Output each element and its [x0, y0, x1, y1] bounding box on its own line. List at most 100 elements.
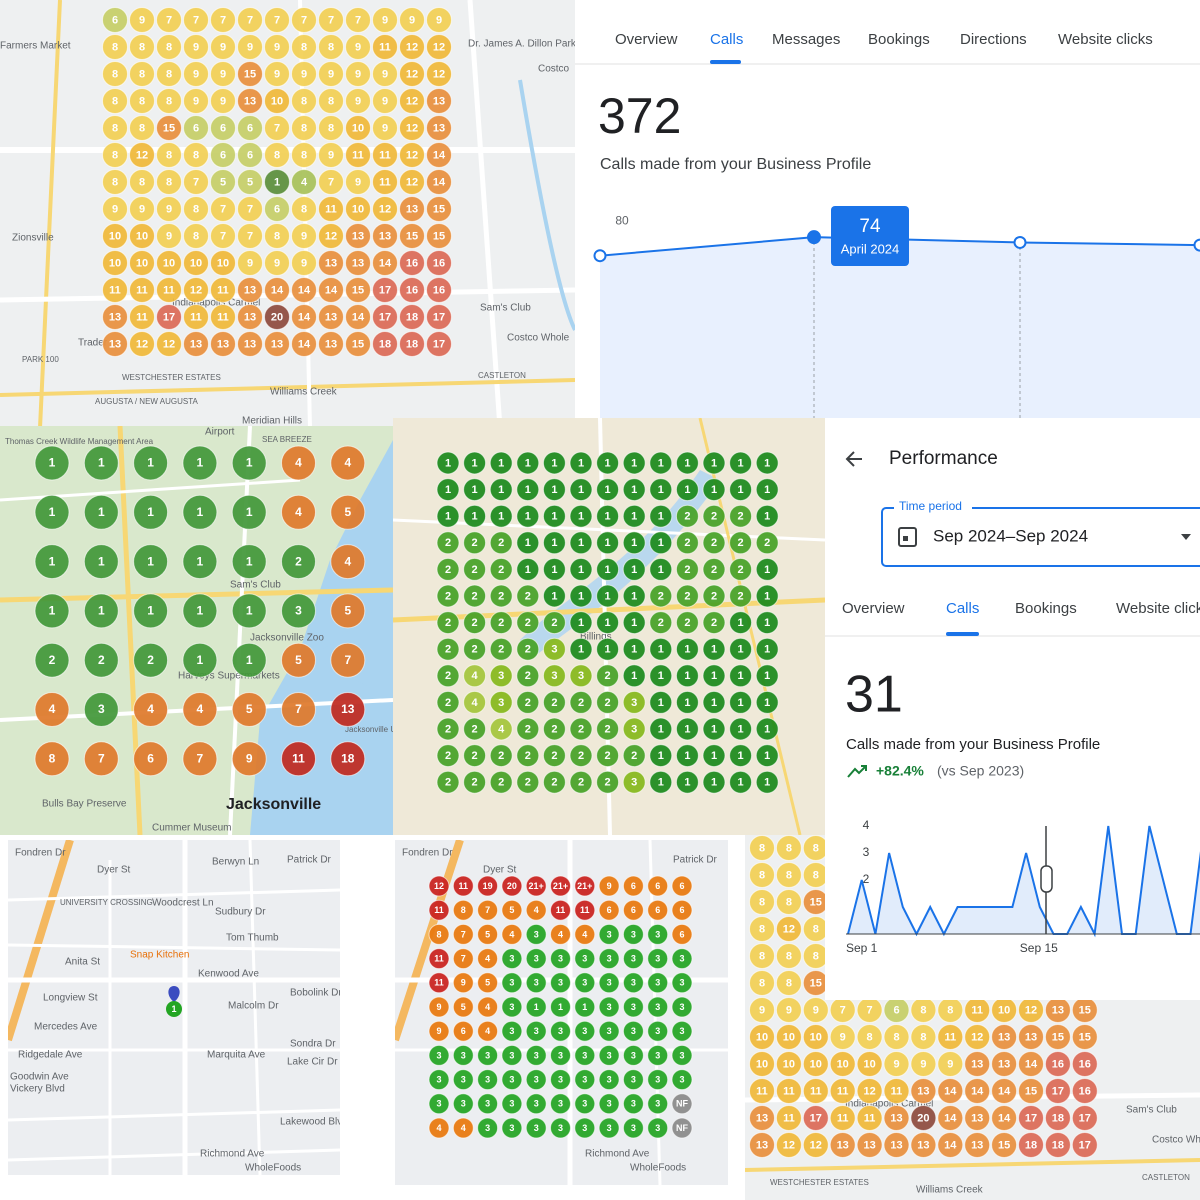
rank-label: 7	[461, 953, 466, 963]
rank-label: 2	[525, 617, 531, 629]
rank-marker	[516, 478, 540, 502]
tab[interactable]: Bookings	[868, 31, 930, 48]
rank-marker	[574, 1093, 596, 1115]
rank-label: 2	[295, 554, 302, 568]
rank-label: 1	[498, 457, 504, 469]
rank-marker	[264, 196, 290, 222]
rank-label: 1	[49, 554, 56, 568]
rank-label: 9	[786, 1004, 792, 1016]
rank-label: 1	[711, 750, 717, 762]
rank-label: 1	[684, 750, 690, 762]
rank-label: 7	[355, 14, 361, 26]
time-period-field[interactable]	[881, 507, 1200, 567]
rank-marker	[1044, 1078, 1071, 1104]
tab[interactable]: Website clicks	[1058, 31, 1153, 48]
rank-label: 1	[551, 511, 557, 523]
rank-label: 2	[684, 617, 690, 629]
rank-label: 12	[863, 1085, 875, 1097]
rank-marker	[182, 593, 218, 629]
rank-label: 1	[738, 750, 744, 762]
rank-label: 3	[485, 1050, 490, 1060]
rank-label: 3	[509, 1123, 514, 1133]
back-arrow[interactable]	[845, 451, 862, 467]
rank-label: 7	[220, 14, 226, 26]
tab[interactable]: Overview	[842, 600, 905, 617]
rank-label: 1	[246, 653, 253, 667]
map-label: Patrick Dr	[673, 855, 718, 866]
rank-marker	[102, 115, 128, 141]
tab[interactable]: Messages	[772, 31, 840, 48]
tab[interactable]: Calls	[710, 31, 743, 48]
rank-label: 3	[461, 1050, 466, 1060]
tab[interactable]: Overview	[615, 31, 678, 48]
rank-label: 15	[810, 977, 822, 989]
rank-marker	[622, 1117, 644, 1139]
rank-marker	[463, 584, 487, 608]
rank-marker	[702, 557, 726, 581]
rank-marker	[542, 531, 566, 555]
road	[0, 378, 575, 397]
rank-marker	[156, 61, 182, 87]
map-label: Billings	[580, 632, 612, 643]
rank-label: 9	[193, 68, 199, 80]
rank-marker	[550, 923, 571, 945]
rank-label: 4	[498, 723, 505, 735]
rank-marker	[133, 642, 169, 678]
tab[interactable]: Calls	[946, 600, 979, 617]
rank-label: 12	[783, 923, 795, 935]
rank-marker	[501, 899, 523, 921]
rank-marker	[182, 494, 218, 530]
rank-marker	[264, 142, 290, 168]
map-label: Bulls Bay Preserve	[42, 799, 127, 810]
rank-label: 17	[1052, 1085, 1064, 1097]
rank-marker	[569, 664, 593, 688]
rank-marker	[775, 970, 802, 996]
rank-marker	[729, 451, 753, 475]
map-billings: Billings 1 1 1 1 1 1 1 1 1 1 1 1 1 1 1 1 1 1 1 1 1 1 1 1 1 1 1 1 1 1 1 1…	[393, 418, 825, 835]
rank-marker	[291, 61, 317, 87]
rank-marker	[501, 1117, 523, 1139]
rank-marker	[574, 996, 596, 1018]
rank-marker	[542, 770, 566, 794]
rank-label: 5	[461, 1002, 466, 1012]
rank-marker	[501, 1044, 523, 1066]
rank-marker	[477, 1117, 499, 1139]
rank-label: 3	[485, 1074, 490, 1084]
rank-label: 13	[244, 311, 256, 323]
rank-label: 1	[578, 484, 584, 496]
rank-label: 7	[295, 702, 302, 716]
tab[interactable]: Website clicks	[1116, 600, 1200, 617]
map-label: CASTLETON	[1142, 1173, 1190, 1182]
rank-marker	[102, 7, 128, 33]
rank-marker	[755, 664, 779, 688]
rank-marker	[426, 142, 452, 168]
rank-marker	[729, 504, 753, 528]
rank-label: 4	[485, 1026, 490, 1036]
rank-marker	[264, 115, 290, 141]
rank-marker	[550, 972, 571, 994]
rank-label: 13	[109, 311, 121, 323]
rank-marker	[330, 445, 366, 481]
rank-marker	[102, 223, 128, 249]
rank-marker	[436, 531, 460, 555]
rank-marker	[489, 531, 513, 555]
cursor-handle[interactable]	[1040, 865, 1053, 893]
rank-label: 1	[764, 750, 770, 762]
rank-marker	[622, 1020, 644, 1042]
rank-marker	[129, 277, 155, 303]
rank-label: 1	[605, 564, 611, 576]
rank-marker	[675, 478, 699, 502]
rank-label: 14	[379, 257, 392, 269]
rank-marker	[702, 690, 726, 714]
rank-marker	[569, 717, 593, 741]
rank-label: 13	[433, 122, 445, 134]
total: 31	[845, 666, 903, 724]
rank-marker	[156, 88, 182, 114]
tab[interactable]: Directions	[960, 31, 1027, 48]
rank-marker	[702, 531, 726, 555]
rank-marker	[775, 835, 802, 861]
rank-marker	[569, 690, 593, 714]
rank-marker	[237, 115, 263, 141]
tooltip	[831, 206, 909, 266]
tab[interactable]: Bookings	[1015, 600, 1077, 617]
